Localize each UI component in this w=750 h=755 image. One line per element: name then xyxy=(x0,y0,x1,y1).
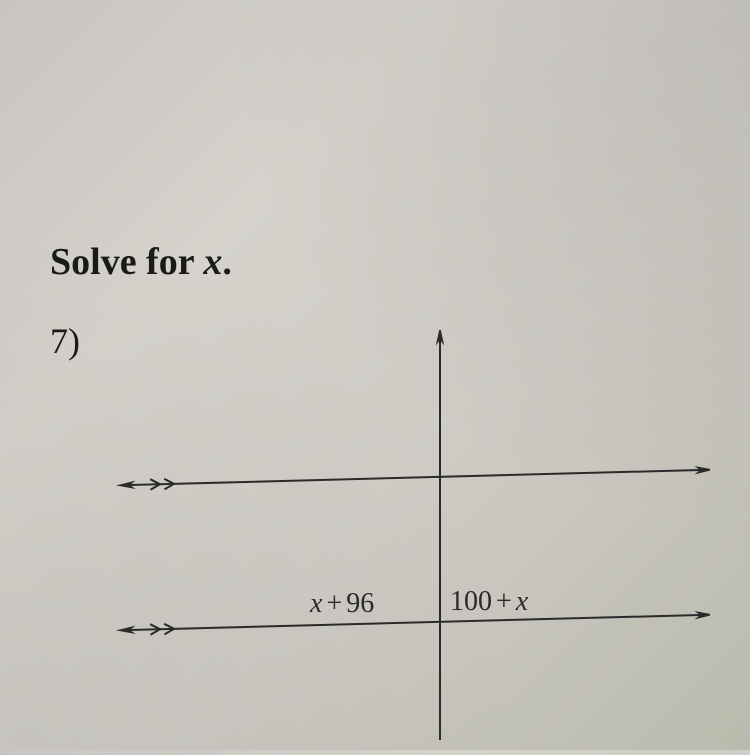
right-const: 100 xyxy=(450,586,492,617)
left-const: 96 xyxy=(346,588,374,619)
instruction-heading: Solve for x. xyxy=(50,240,232,284)
left-op: + xyxy=(326,588,342,619)
problem-number: 7) xyxy=(50,320,80,362)
lines-svg xyxy=(110,330,710,750)
right-op: + xyxy=(496,586,512,617)
heading-variable: x xyxy=(203,241,222,283)
angle-label-left: x+96 xyxy=(310,588,374,620)
angle-label-right: 100+x xyxy=(450,586,528,618)
heading-prefix: Solve for xyxy=(50,241,203,283)
right-var: x xyxy=(516,586,528,617)
geometry-diagram: x+96 100+x xyxy=(110,330,710,750)
heading-suffix: . xyxy=(222,241,232,283)
left-var: x xyxy=(310,588,322,619)
